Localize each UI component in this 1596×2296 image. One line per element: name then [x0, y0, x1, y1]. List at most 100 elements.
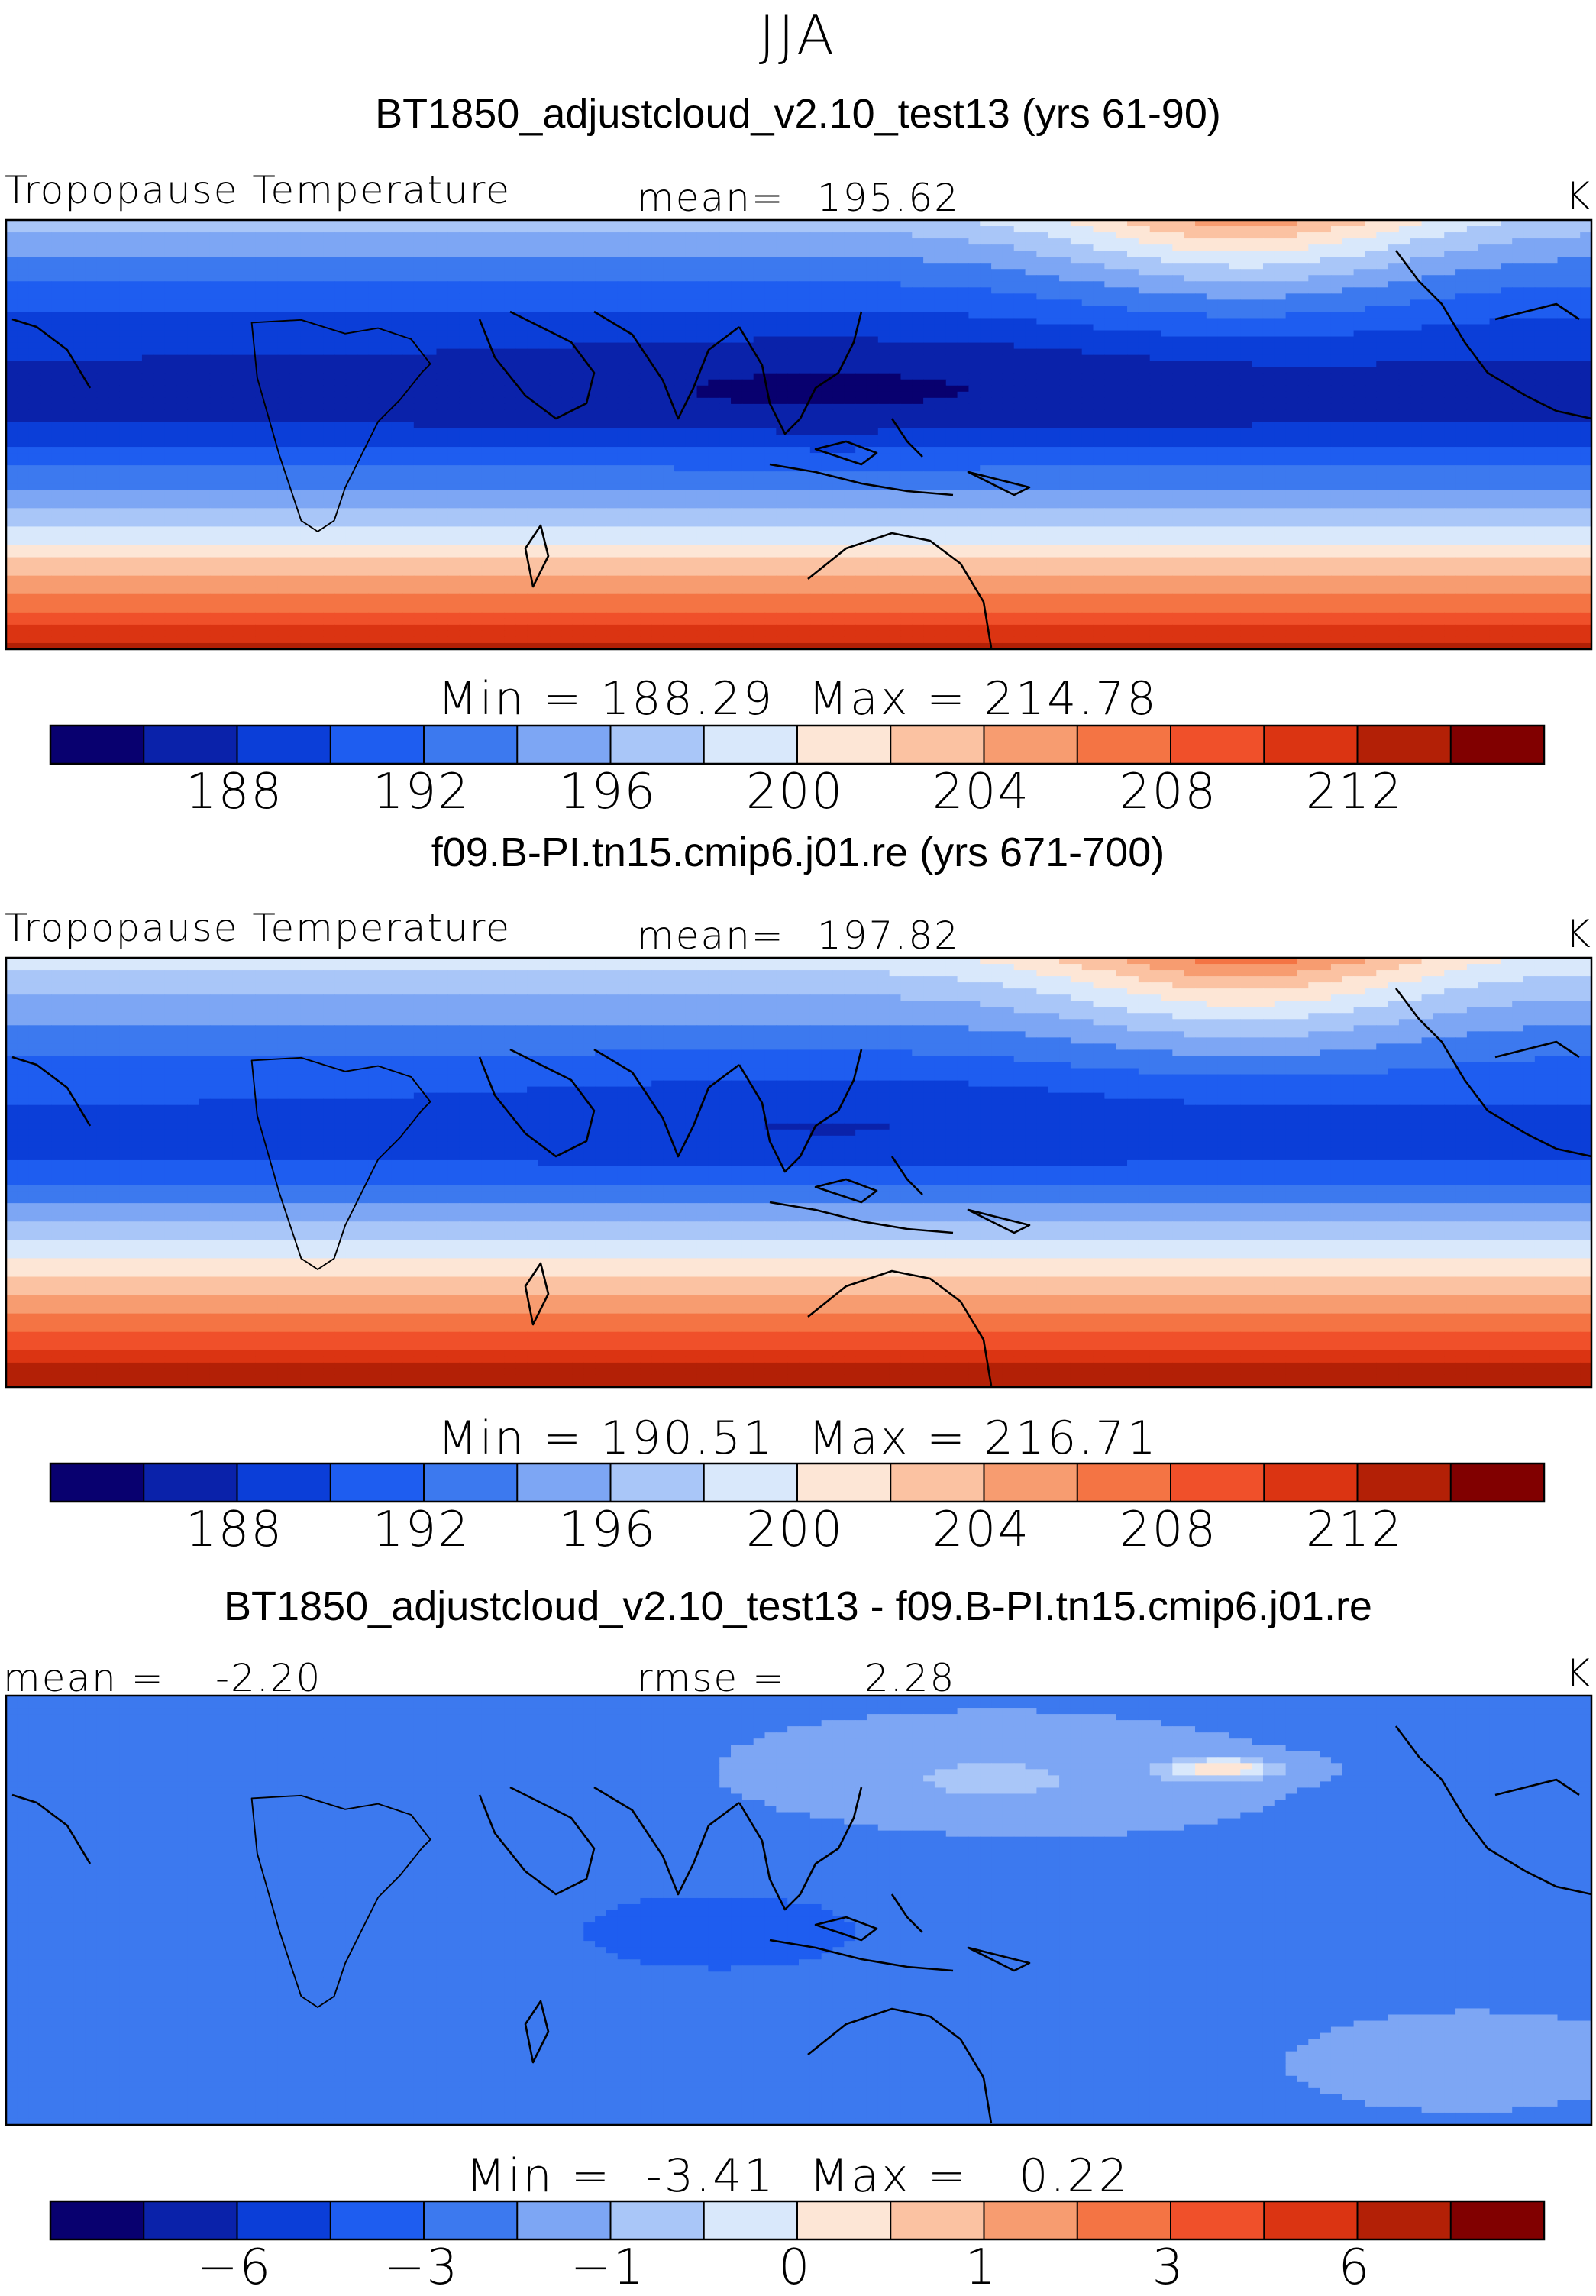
panel1-field-cell [968, 269, 981, 276]
panel1-field-cell [1262, 293, 1275, 300]
panel1-field-cell [731, 391, 743, 399]
panel1-field-cell [470, 397, 483, 405]
panel1-field-cell [1489, 299, 1501, 306]
panel1-field-cell [380, 287, 392, 294]
panel1-field-cell [1512, 348, 1524, 356]
panel1-field-cell [945, 257, 958, 264]
panel1-field-cell [923, 385, 935, 393]
panel1-field-cell [6, 373, 18, 380]
panel1-field-cell [617, 403, 630, 411]
panel1-field-cell [244, 354, 256, 362]
panel1-field-cell [685, 435, 698, 441]
panel1-field-cell [1512, 275, 1524, 282]
panel1-field-cell [345, 275, 358, 282]
panel1-field-cell [1444, 318, 1456, 325]
panel1-field-cell [776, 281, 788, 288]
panel1-field-cell [1534, 306, 1547, 313]
panel1-field-cell [425, 409, 438, 417]
panel1-field-cell [289, 281, 302, 288]
panel1-field-cell [1455, 275, 1468, 282]
panel1-field-cell [1569, 428, 1581, 435]
panel1-field-cell [312, 373, 324, 380]
panel1-field-cell [731, 403, 743, 411]
panel1-field-cell [1161, 428, 1173, 435]
panel1-field-cell [1274, 361, 1287, 368]
panel1-field-cell [1206, 330, 1219, 338]
panel1-field-cell [493, 269, 506, 276]
panel1-field-cell [232, 416, 244, 423]
panel1-field-cell [1353, 416, 1366, 423]
panel1-field-cell [40, 348, 52, 356]
panel1-field-cell [776, 287, 788, 294]
panel1-field-cell [131, 275, 143, 282]
panel1-field-cell [1161, 232, 1173, 239]
panel1-field-cell [402, 299, 415, 306]
panel1-field-cell [572, 287, 584, 294]
panel1-field-cell [980, 251, 992, 257]
panel1-field-cell [1297, 312, 1309, 319]
panel1-field-cell [425, 391, 438, 399]
panel1-field-cell [606, 416, 619, 423]
panel1-field-cell [413, 281, 426, 288]
panel1-field-cell [549, 397, 562, 405]
panel1-field-cell [312, 330, 324, 338]
panel1-field-cell [572, 336, 584, 344]
panel1-field-cell [470, 403, 483, 411]
panel1-field-cell [244, 373, 256, 380]
panel1-field-cell [1025, 367, 1037, 374]
panel1-field-cell [1342, 354, 1355, 362]
panel1-field-cell [244, 330, 256, 338]
panel1-field-cell [1013, 409, 1026, 417]
panel1-field-cell [980, 342, 992, 350]
panel1-field-cell [1104, 348, 1116, 356]
panel1-field-cell [640, 342, 652, 350]
panel1-field-cell [187, 336, 199, 344]
panel1-field-cell [787, 354, 800, 362]
panel1-field-cell [413, 312, 426, 319]
panel1-field-cell [1501, 391, 1513, 399]
panel1-field-cell [176, 342, 188, 350]
panel1-field-cell [1546, 263, 1559, 270]
panel1-field-cell [1376, 361, 1388, 368]
panel1-field-cell [685, 342, 698, 350]
panel1-field-cell [368, 416, 380, 423]
panel1-field-cell [1059, 299, 1071, 306]
panel1-field-cell [764, 232, 777, 239]
panel1-field-cell [1569, 263, 1581, 270]
panel1-field-cell [493, 342, 506, 350]
panel1-field-cell [583, 293, 596, 300]
panel1-field-cell [1059, 409, 1071, 417]
panel1-field-cell [1433, 287, 1445, 294]
panel1-field-cell [1478, 287, 1491, 294]
panel1-field-cell [51, 287, 63, 294]
panel1-field-cell [968, 403, 981, 411]
panel1-field-cell [436, 354, 448, 362]
panel1-field-cell [1036, 348, 1048, 356]
panel1-field-cell [595, 293, 607, 300]
panel1-field-cell [209, 422, 222, 429]
panel1-field-cell [663, 367, 675, 374]
panel1-field-cell [968, 293, 981, 300]
panel1-field-cell [821, 244, 834, 251]
panel1-field-cell [40, 232, 52, 239]
panel1-field-cell [1433, 373, 1445, 380]
panel1-field-cell [1070, 416, 1083, 423]
panel1-field-cell [832, 324, 845, 331]
panel1-field-cell [595, 361, 607, 368]
panel1-field-cell [617, 238, 630, 245]
panel1-field-cell [877, 251, 890, 257]
panel1-field-cell [1308, 397, 1320, 405]
panel1-field-cell [753, 324, 766, 331]
panel1-field-cell [277, 379, 290, 386]
panel1-field-cell [345, 251, 358, 257]
panel1-field-cell [153, 324, 166, 331]
panel1-field-cell [595, 422, 607, 429]
panel1-field-cell [1569, 391, 1581, 399]
panel1-field-cell [1308, 409, 1320, 417]
panel1-field-cell [312, 342, 324, 350]
panel1-field-cell [900, 220, 913, 227]
panel1-field-cell [380, 251, 392, 257]
panel1-field-cell [583, 232, 596, 239]
panel1-field-cell [1523, 336, 1536, 344]
panel1-field-cell [85, 324, 98, 331]
